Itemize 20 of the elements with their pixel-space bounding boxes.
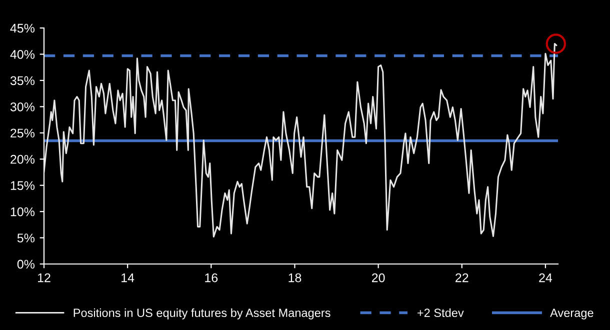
legend-label: Average: [550, 308, 594, 320]
x-tick-label: 20: [372, 273, 385, 282]
y-tick-label: 35%: [10, 76, 35, 86]
y-tick-label: 25%: [10, 128, 35, 138]
x-tick-label: 18: [288, 273, 302, 282]
y-tick-label: 20%: [10, 154, 35, 164]
y-tick-label: 45%: [10, 24, 35, 33]
x-tick-label: 14: [122, 273, 134, 282]
x-tick-label: 24: [539, 273, 552, 282]
y-tick-label: 30%: [10, 102, 35, 112]
y-tick-label: 40%: [10, 50, 35, 59]
legend-label: +2 Stdev: [418, 308, 464, 318]
x-tick-label: 16: [205, 273, 218, 282]
y-tick-label: 0%: [17, 260, 35, 269]
y-tick-label: 15%: [10, 181, 35, 190]
y-tick-label: 5%: [17, 234, 35, 242]
legend-label: Positions in US equity futures by Asset Managers: [74, 308, 330, 320]
x-tick-label: 12: [38, 273, 50, 282]
x-tick-label: 22: [456, 273, 468, 282]
y-tick-label: 10%: [10, 207, 35, 216]
